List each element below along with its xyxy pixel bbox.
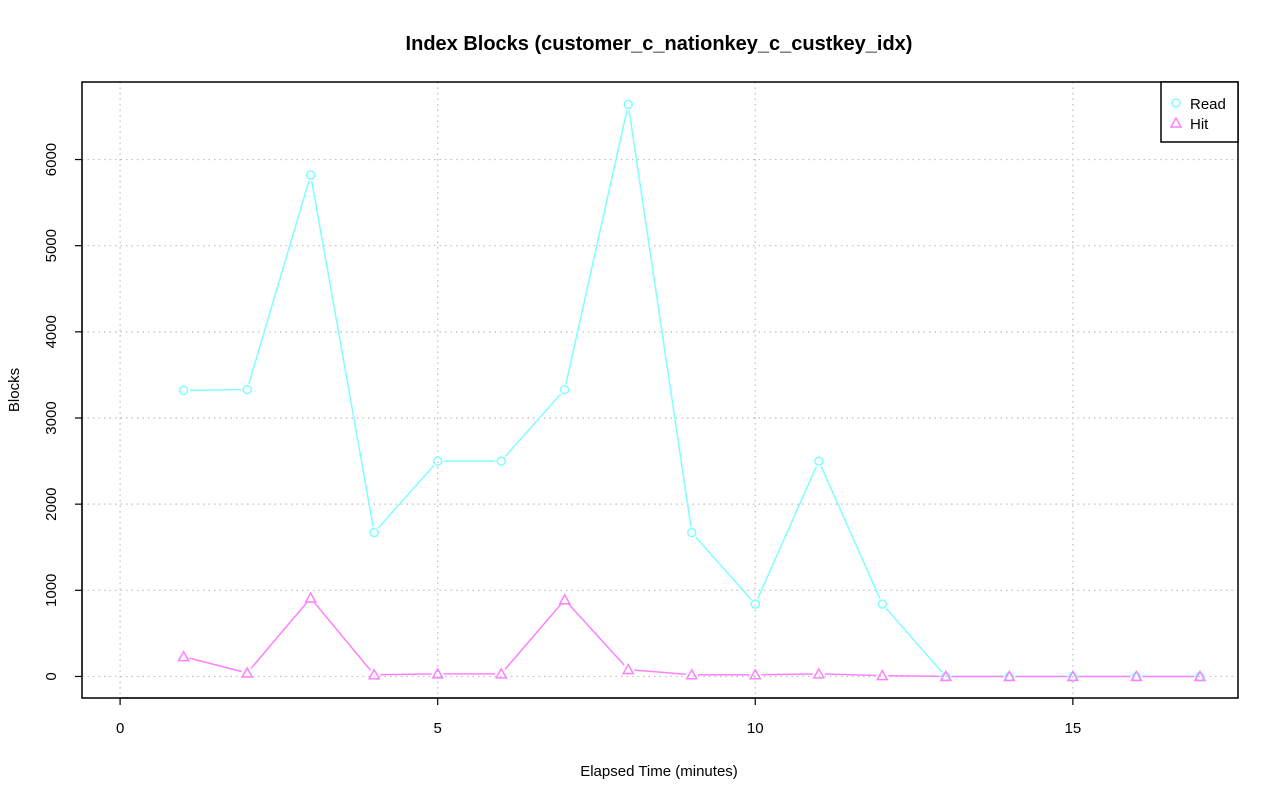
hit-point: [812, 667, 826, 679]
hit-point: [685, 668, 699, 680]
hit-line-segment: [250, 602, 308, 669]
read-point: [432, 456, 443, 466]
hit-line-segment: [888, 674, 940, 678]
hit-point: [939, 669, 953, 682]
hit-line-segment: [380, 673, 432, 676]
hit-point: [1193, 669, 1207, 682]
hit-point: [621, 663, 635, 675]
read-point: [178, 385, 189, 396]
y-tick-label: 4000: [43, 315, 60, 348]
x-axis: 0 5 10 15: [116, 697, 1082, 737]
x-tick-label: 10: [747, 720, 764, 737]
read-point: [814, 456, 824, 466]
read-point: [687, 527, 697, 538]
read-point: [242, 384, 252, 395]
hit-line-segment: [313, 602, 371, 671]
hit-point: [431, 667, 444, 679]
hit-point: [1130, 669, 1143, 682]
legend-hit-label: Hit: [1190, 116, 1209, 133]
hit-line-segment: [761, 673, 813, 676]
read-line-segment: [885, 608, 943, 673]
hit-point: [177, 650, 190, 662]
read-point: [623, 99, 633, 110]
x-axis-label: Elapsed Time (minutes): [580, 763, 738, 780]
x-tick-label: 5: [434, 720, 442, 737]
read-line-segment: [248, 180, 310, 385]
read-point: [750, 599, 761, 609]
read-point: [559, 384, 570, 395]
hit-point: [558, 593, 571, 605]
y-tick-label: 2000: [43, 487, 60, 520]
hit-point: [367, 668, 381, 680]
read-line-segment: [504, 393, 562, 458]
x-tick-label: 0: [116, 720, 124, 737]
y-tick-label: 3000: [43, 401, 60, 434]
hit-point: [1066, 669, 1080, 682]
hit-point: [749, 668, 762, 680]
hit-point: [240, 666, 254, 678]
legend-hit-marker: [1169, 116, 1183, 128]
hit-point: [876, 669, 889, 681]
read-line-segment: [377, 465, 435, 529]
read-line-segment: [757, 466, 818, 599]
read-point: [496, 456, 506, 466]
grid-lines: [82, 82, 1238, 698]
series-layer: [177, 99, 1207, 682]
y-axis-label: Blocks: [6, 368, 23, 412]
legend-box: [1160, 81, 1239, 143]
hit-line-segment: [568, 603, 625, 666]
y-tick-label: 1000: [43, 574, 60, 607]
hit-line-segment: [634, 669, 686, 675]
read-line-segment: [820, 466, 881, 599]
hit-line-segment: [504, 603, 562, 670]
hit-line-segment: [189, 657, 242, 673]
legend-read-marker: [1171, 98, 1181, 108]
read-line-segment: [310, 180, 374, 527]
y-tick-label: 0: [43, 672, 60, 680]
read-point: [305, 170, 316, 180]
hit-point: [494, 667, 508, 679]
read-line-segment: [565, 110, 628, 384]
read-point: [369, 527, 379, 538]
read-line-segment: [695, 536, 752, 601]
y-tick-label: 6000: [43, 143, 60, 176]
hit-line-segment: [824, 673, 877, 677]
y-tick-label: 5000: [43, 229, 60, 262]
hit-point: [304, 591, 317, 603]
read-line-segment: [189, 388, 242, 392]
read-point: [877, 599, 888, 609]
y-axis: 0 1000 2000 3000 4000 5000 6000: [43, 143, 83, 681]
x-tick-label: 15: [1065, 720, 1082, 737]
legend: Read Hit: [1160, 81, 1239, 143]
legend-read-label: Read: [1190, 96, 1226, 113]
hit-point: [1003, 669, 1016, 682]
chart-title: Index Blocks (customer_c_nationkey_c_cus…: [406, 33, 913, 55]
plot-frame: [81, 81, 1239, 699]
read-line-segment: [628, 110, 692, 527]
